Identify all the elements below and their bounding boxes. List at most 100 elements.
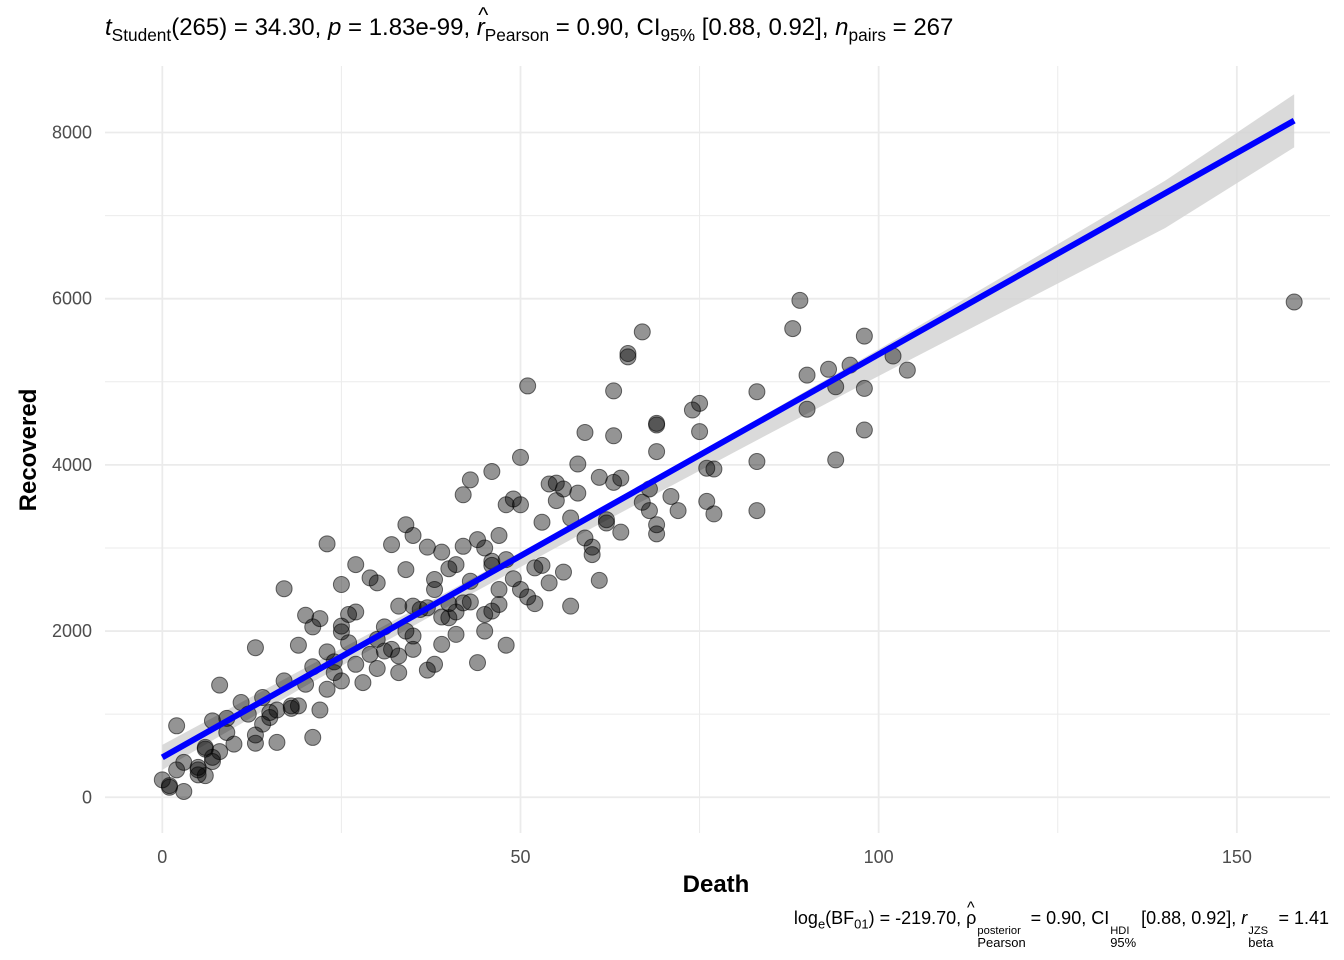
bf-subscript: 01 <box>854 916 869 932</box>
data-point <box>547 474 565 492</box>
data-point <box>347 556 365 574</box>
data-point <box>354 674 372 692</box>
data-point <box>397 561 415 579</box>
data-point <box>605 427 623 445</box>
data-point <box>698 459 716 477</box>
data-point <box>490 595 508 613</box>
data-point <box>855 379 873 397</box>
data-point <box>246 639 264 657</box>
x-tick-label: 150 <box>1222 847 1252 867</box>
data-point <box>648 516 666 534</box>
data-point <box>648 443 666 461</box>
data-point <box>748 453 766 471</box>
n-text: = 267 <box>885 14 954 41</box>
data-point <box>820 360 838 378</box>
rho-subscript: Pearson <box>977 935 1026 951</box>
data-point <box>332 576 350 594</box>
y-tick-label: 8000 <box>52 122 92 142</box>
data-point <box>289 697 307 715</box>
data-point <box>784 320 802 338</box>
rho-scripts: posterior Pearson <box>977 924 1026 951</box>
data-point <box>304 728 322 746</box>
data-point <box>490 527 508 545</box>
data-point <box>748 502 766 520</box>
data-point <box>798 366 816 384</box>
data-point <box>605 382 623 400</box>
data-point <box>282 697 300 715</box>
data-point <box>168 717 186 735</box>
data-point <box>175 782 193 800</box>
data-point <box>590 571 608 589</box>
data-point <box>519 588 537 606</box>
x-tick-label: 100 <box>864 847 894 867</box>
data-point <box>196 767 214 785</box>
p-label: p <box>327 14 342 41</box>
data-point <box>855 421 873 439</box>
data-point <box>562 597 580 615</box>
data-point <box>211 743 229 761</box>
data-point <box>648 525 666 543</box>
p-text: = 1.83e-99, <box>341 14 477 41</box>
data-point <box>519 377 537 395</box>
data-point <box>433 635 451 653</box>
data-point <box>347 603 365 621</box>
data-point <box>511 448 529 466</box>
r-text: = 0.90, CI <box>549 14 661 41</box>
log-label: log <box>793 908 818 928</box>
data-point <box>554 563 572 581</box>
statistics-subtitle: tStudent(265) = 34.30, p = 1.83e-99, rPe… <box>105 2 954 46</box>
data-point <box>490 581 508 599</box>
data-point <box>175 753 193 771</box>
y-tick-label: 6000 <box>52 289 92 309</box>
data-point <box>160 778 178 796</box>
x-axis-title: Death <box>683 871 750 898</box>
data-point <box>569 484 587 502</box>
data-point <box>540 574 558 592</box>
ci-caption-subscript: 95% <box>1110 935 1137 951</box>
data-point <box>483 602 501 620</box>
y-tick-label: 0 <box>82 787 92 807</box>
data-point <box>268 733 286 751</box>
data-point <box>390 647 408 665</box>
fit-line-layer <box>160 117 1296 760</box>
data-point <box>318 680 336 698</box>
n-label: n <box>835 14 849 41</box>
data-point <box>640 502 658 520</box>
data-point <box>497 496 515 514</box>
data-point <box>289 636 307 654</box>
data-point <box>612 469 630 487</box>
data-point <box>368 574 386 592</box>
data-point <box>440 609 458 627</box>
data-point <box>418 538 436 556</box>
x-tick-labels: 0 50 100 150 <box>157 847 1252 867</box>
data-point <box>554 480 572 498</box>
rbeta-subscript: beta <box>1248 935 1274 951</box>
data-point <box>275 580 293 598</box>
data-point <box>461 471 479 489</box>
bf-value: ) = -219.70, <box>868 908 967 928</box>
regression-line <box>160 117 1296 760</box>
rho-hat-label: ρ <box>966 899 976 929</box>
data-point <box>189 766 207 784</box>
data-point <box>476 622 494 640</box>
data-point <box>383 536 401 554</box>
data-point <box>318 535 336 553</box>
data-point <box>426 655 444 673</box>
rho-superscript: posterior <box>977 924 1021 937</box>
data-point <box>1285 293 1303 311</box>
data-point <box>497 636 515 654</box>
rbeta-value: = 1.41 <box>1273 908 1329 928</box>
data-point <box>705 460 723 478</box>
data-point <box>526 595 544 613</box>
data-point <box>454 594 472 612</box>
data-point <box>447 625 465 643</box>
r-subscript: Pearson <box>484 25 550 46</box>
data-point <box>203 753 221 771</box>
rbeta-superscript: JZS <box>1248 924 1269 937</box>
data-point <box>798 400 816 418</box>
bf-text: (BF <box>825 908 855 928</box>
rbeta-label: r <box>1241 908 1248 928</box>
data-point <box>662 487 680 505</box>
data-point <box>390 597 408 615</box>
